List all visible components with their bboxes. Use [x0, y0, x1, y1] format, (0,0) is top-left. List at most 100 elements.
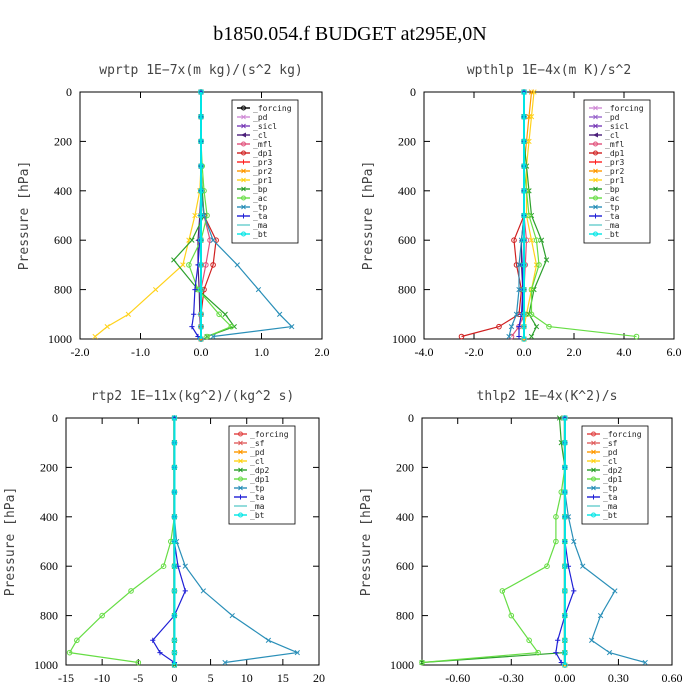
data-point — [496, 323, 502, 330]
legend: _forcing_sf_pd_cl_dp2_dp1_tp_ta_ma_bt — [228, 425, 296, 525]
data-point — [556, 415, 563, 421]
legend-entry: _ac — [605, 194, 620, 203]
legend-entry: _ta — [250, 493, 265, 502]
data-point — [508, 323, 515, 330]
legend-marker — [241, 186, 246, 192]
data-point — [571, 588, 577, 594]
data-point — [516, 286, 522, 293]
data-point — [536, 262, 542, 268]
data-point — [198, 89, 204, 95]
chart-panel: wpthlp 1E−4x(m K)/s^2 Pressure [hPa] -4.0 -… — [361, 63, 682, 359]
legend-marker — [593, 123, 598, 129]
legend-marker — [238, 449, 243, 455]
legend-marker — [591, 449, 596, 455]
y-tick-label: 400 — [396, 510, 414, 524]
data-point — [555, 637, 561, 643]
legend-entry: _dp2 — [603, 466, 622, 475]
data-point — [171, 563, 178, 570]
legend-entry: _cl — [253, 131, 268, 140]
data-point — [528, 333, 535, 340]
legend-marker — [238, 431, 243, 437]
data-point — [228, 323, 235, 330]
x-tick-label: -2.0 — [465, 345, 484, 359]
data-point — [160, 563, 167, 570]
series-line — [94, 92, 202, 337]
data-point — [289, 323, 295, 330]
data-point — [546, 323, 552, 330]
data-point — [198, 311, 204, 318]
data-point — [508, 612, 515, 619]
data-point — [191, 311, 197, 317]
legend-entry: _dp1 — [253, 149, 272, 158]
y-tick-label: 400 — [54, 184, 72, 198]
legend: _forcing_pd_sicl_cl_mfl_dp1_pr3_pr2_pr1_… — [583, 99, 651, 244]
data-point — [198, 237, 204, 243]
series-line — [461, 92, 525, 338]
y-tick-label: 600 — [40, 559, 58, 573]
figure-title: b1850.054.f BUDGET at295E,0N — [213, 23, 487, 45]
data-point — [171, 489, 178, 495]
data-point — [553, 514, 559, 520]
data-point — [526, 138, 532, 145]
legend-marker — [241, 204, 246, 210]
data-point — [526, 637, 532, 644]
data-point — [521, 163, 527, 169]
legend-entry: _sf — [250, 439, 265, 448]
x-tick-label: -15 — [58, 671, 74, 685]
data-point — [216, 311, 222, 318]
legend-entry: _ta — [603, 493, 618, 502]
y-tick-label: 0 — [52, 411, 58, 425]
data-point — [198, 336, 204, 342]
chart-panel: rtp2 1E−11x(kg^2)/(kg^2 s) Pressure [hPa]… — [3, 389, 325, 685]
data-point — [210, 333, 216, 340]
chart-panels: wprtp 1E−7x(m kg)/(s^2 kg) Pressure [hPa]… — [3, 63, 683, 685]
data-point — [521, 138, 527, 145]
data-point — [186, 262, 192, 268]
data-point — [562, 464, 568, 471]
legend-entry: _ma — [605, 221, 620, 230]
data-point — [419, 659, 425, 666]
data-point — [234, 262, 240, 268]
y-tick-label: 600 — [398, 233, 416, 247]
chart-panel: thlp2 1E−4x(K^2)/s Pressure [hPa] -0.60 -0.… — [359, 389, 683, 685]
data-point — [528, 311, 535, 318]
x-tick-label: 15 — [277, 671, 289, 685]
legend-marker — [241, 231, 246, 237]
y-axis-label: Pressure [hPa] — [17, 161, 32, 271]
data-point — [200, 588, 206, 594]
data-point — [210, 237, 216, 243]
data-point — [171, 588, 178, 594]
data-point — [562, 612, 568, 619]
legend-marker — [241, 132, 246, 138]
y-tick-label: 400 — [40, 510, 58, 524]
legend-marker — [591, 440, 596, 446]
data-point — [104, 323, 110, 330]
series-line — [421, 417, 566, 664]
data-point — [506, 333, 512, 340]
legend-marker — [241, 105, 246, 111]
legend-marker — [238, 485, 243, 491]
data-point — [171, 637, 178, 644]
data-point — [229, 612, 235, 619]
data-point — [531, 89, 537, 95]
legend-entry: _tp — [250, 484, 265, 493]
legend-entry: _ma — [250, 502, 265, 511]
legend-marker — [591, 476, 596, 482]
legend-entry: _pr2 — [605, 167, 624, 176]
y-axis-label: Pressure [hPa] — [3, 487, 18, 597]
legend-entry: _ta — [253, 212, 268, 221]
data-point — [198, 138, 204, 145]
x-tick-label: -2.0 — [71, 345, 90, 359]
x-tick-label: 0.0 — [517, 345, 532, 359]
legend-marker — [593, 159, 598, 165]
x-tick-label: 2.0 — [567, 345, 582, 359]
data-point — [192, 287, 198, 293]
data-point — [528, 237, 535, 243]
legend-marker — [591, 467, 596, 473]
legend-entry: _pd — [253, 113, 268, 122]
data-point — [528, 114, 535, 120]
y-tick-label: 800 — [40, 609, 58, 623]
x-tick-label: -4.0 — [415, 345, 434, 359]
legend-marker — [593, 213, 598, 219]
data-point — [562, 649, 568, 656]
